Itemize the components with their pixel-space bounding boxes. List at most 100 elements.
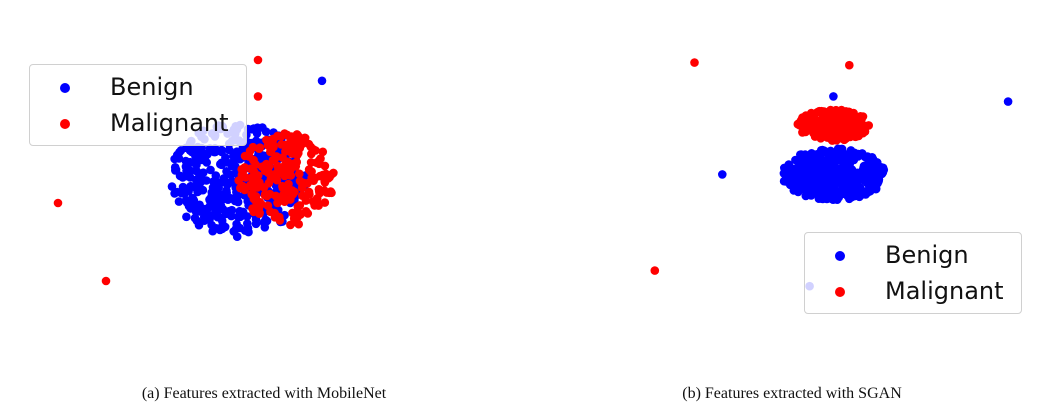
legend-marker-benign	[835, 251, 845, 261]
point-benign	[784, 162, 794, 172]
point-benign	[878, 168, 888, 177]
point-malignant	[248, 142, 258, 152]
point-benign	[812, 150, 821, 160]
point-benign	[181, 162, 191, 171]
point-malignant	[839, 131, 848, 140]
point-benign	[191, 207, 201, 216]
point-benign	[853, 152, 863, 161]
point-malignant	[296, 136, 306, 146]
point-benign	[842, 155, 851, 164]
point-malignant	[816, 121, 825, 130]
point-benign	[261, 215, 270, 225]
point-malignant	[264, 178, 274, 188]
point-malignant	[819, 132, 829, 141]
point-malignant	[253, 183, 262, 192]
point-malignant	[270, 208, 279, 218]
point-benign	[317, 76, 327, 86]
point-malignant	[293, 212, 302, 222]
point-benign	[185, 146, 195, 155]
point-benign	[174, 197, 184, 206]
legend-marker-malignant	[60, 119, 70, 129]
point-benign	[249, 124, 258, 133]
point-malignant	[252, 175, 261, 185]
series-benign	[718, 92, 1013, 291]
point-malignant	[288, 160, 297, 170]
point-malignant	[260, 166, 270, 176]
point-benign	[827, 185, 837, 195]
legend-sgan: Benign Malignant	[804, 232, 1022, 314]
point-benign	[827, 173, 836, 183]
point-malignant	[276, 194, 285, 204]
point-benign	[227, 161, 237, 171]
point-benign	[215, 225, 225, 235]
point-malignant	[270, 154, 280, 164]
point-malignant	[275, 216, 285, 225]
point-benign	[182, 212, 191, 222]
point-malignant	[304, 165, 314, 174]
point-malignant	[327, 170, 336, 179]
point-benign	[820, 176, 829, 186]
legend-label-malignant: Malignant	[110, 109, 229, 137]
point-benign	[872, 158, 882, 167]
point-malignant	[301, 196, 311, 205]
point-malignant	[253, 55, 263, 65]
point-malignant	[255, 143, 265, 152]
legend-marker-benign	[60, 83, 70, 93]
point-malignant	[249, 207, 258, 217]
point-benign	[789, 186, 799, 195]
legend-label-benign: Benign	[110, 73, 194, 101]
point-benign	[224, 145, 234, 155]
point-benign	[231, 224, 241, 234]
point-malignant	[277, 140, 286, 149]
point-benign	[223, 180, 232, 189]
point-benign	[779, 176, 789, 186]
point-benign	[819, 168, 829, 178]
point-benign	[217, 145, 226, 155]
point-malignant	[314, 159, 324, 169]
point-malignant	[280, 129, 289, 138]
point-benign	[216, 201, 226, 210]
point-benign	[872, 179, 882, 188]
point-benign	[251, 219, 261, 229]
point-benign	[174, 154, 184, 163]
point-benign	[206, 165, 215, 175]
point-benign	[222, 188, 231, 198]
point-benign	[197, 185, 207, 194]
point-benign	[864, 174, 874, 183]
point-malignant	[835, 108, 844, 118]
point-malignant	[253, 92, 263, 101]
legend-entry-malignant: Malignant	[805, 274, 1021, 310]
point-benign	[170, 189, 179, 198]
point-benign	[787, 172, 797, 182]
scatter-plot-mobilenet	[53, 55, 338, 286]
point-malignant	[278, 183, 288, 193]
panel-sgan: Benign Malignant (b) Features extracted …	[528, 0, 1057, 414]
point-benign	[853, 173, 863, 182]
point-malignant	[309, 145, 319, 154]
point-benign	[190, 158, 199, 168]
point-malignant	[864, 121, 873, 130]
legend-marker-malignant	[835, 287, 845, 297]
point-benign	[822, 157, 831, 166]
point-malignant	[854, 119, 864, 128]
point-benign	[837, 188, 846, 197]
point-malignant	[314, 187, 324, 196]
point-benign	[207, 220, 216, 230]
point-benign	[847, 165, 857, 174]
point-malignant	[304, 187, 314, 197]
point-benign	[806, 191, 816, 200]
point-benign	[861, 190, 870, 199]
point-malignant	[276, 167, 286, 176]
caption-mobilenet: (a) Features extracted with MobileNet	[141, 385, 387, 402]
point-malignant	[238, 181, 247, 191]
series-malignant	[53, 55, 338, 286]
point-benign	[211, 171, 221, 180]
point-malignant	[294, 148, 303, 158]
point-benign	[199, 212, 209, 222]
legend-label-malignant: Malignant	[885, 277, 1004, 305]
caption-sgan: (b) Features extracted with SGAN	[682, 385, 902, 402]
point-malignant	[796, 117, 806, 127]
point-benign	[800, 182, 810, 192]
point-benign	[217, 158, 226, 168]
